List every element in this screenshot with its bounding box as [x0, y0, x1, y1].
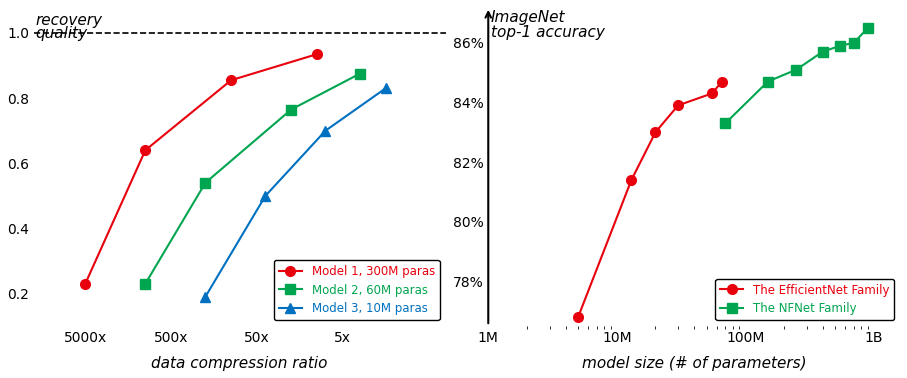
Model 3, 10M paras	[200, 294, 210, 299]
Text: quality: quality	[35, 26, 88, 42]
The EfficientNet Family	[572, 315, 583, 319]
Text: top-1 accuracy: top-1 accuracy	[491, 25, 605, 40]
Legend: The EfficientNet Family, The NFNet Family: The EfficientNet Family, The NFNet Famil…	[715, 279, 894, 320]
The NFNet Family	[763, 79, 774, 84]
Text: ImageNet: ImageNet	[491, 10, 565, 25]
The EfficientNet Family	[626, 178, 637, 182]
Model 1, 300M paras	[311, 52, 322, 56]
The EfficientNet Family	[717, 79, 727, 84]
Model 3, 10M paras	[380, 86, 391, 91]
Model 2, 60M paras	[200, 181, 210, 185]
Line: Model 2, 60M paras: Model 2, 60M paras	[141, 69, 365, 289]
Model 2, 60M paras	[140, 282, 151, 286]
Model 1, 300M paras	[226, 78, 237, 82]
Model 3, 10M paras	[320, 129, 331, 133]
The NFNet Family	[863, 26, 873, 30]
The NFNet Family	[848, 40, 859, 45]
Model 1, 300M paras	[140, 148, 151, 152]
Model 1, 300M paras	[80, 282, 91, 286]
Model 3, 10M paras	[260, 194, 271, 198]
Line: The NFNet Family: The NFNet Family	[720, 23, 873, 128]
Line: Model 3, 10M paras: Model 3, 10M paras	[200, 84, 390, 302]
The NFNet Family	[835, 43, 846, 48]
The NFNet Family	[720, 121, 731, 125]
Model 2, 60M paras	[286, 107, 297, 112]
The EfficientNet Family	[650, 130, 661, 135]
Model 2, 60M paras	[355, 71, 366, 76]
Line: The EfficientNet Family: The EfficientNet Family	[573, 77, 727, 322]
Legend: Model 1, 300M paras, Model 2, 60M paras, Model 3, 10M paras: Model 1, 300M paras, Model 2, 60M paras,…	[274, 260, 440, 320]
The NFNet Family	[791, 67, 802, 72]
Line: Model 1, 300M paras: Model 1, 300M paras	[81, 49, 322, 289]
X-axis label: data compression ratio: data compression ratio	[151, 356, 328, 371]
The NFNet Family	[817, 50, 828, 54]
X-axis label: model size (# of parameters): model size (# of parameters)	[582, 356, 806, 371]
Text: recovery: recovery	[35, 14, 102, 28]
The EfficientNet Family	[673, 103, 684, 108]
The EfficientNet Family	[707, 91, 717, 96]
